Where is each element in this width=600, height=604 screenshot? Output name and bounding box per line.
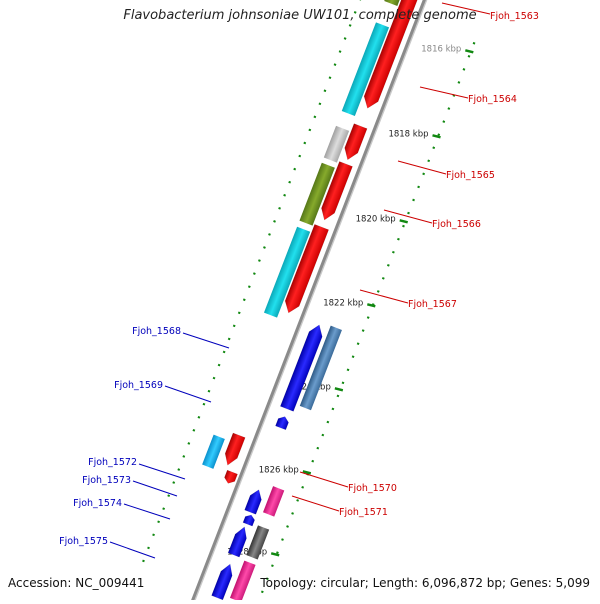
backbone-shadow <box>192 0 428 604</box>
kbp-label: 1818 kbp <box>388 129 428 139</box>
gene-label-forward: Fjoh_1570 <box>348 483 397 494</box>
leader-line-forward <box>397 160 447 175</box>
feature-block-fjoh-1563 <box>384 0 405 7</box>
feature-block-fjoh-1574 <box>246 525 270 560</box>
kbp-label: 1826 kbp <box>259 465 299 475</box>
gene-label-reverse: Fjoh_1568 <box>132 326 181 337</box>
gene-arrow-fjoh-1573 <box>242 514 255 527</box>
gene-arrow-fjoh-1565 <box>344 123 368 161</box>
backbone-line <box>189 0 426 604</box>
feature-block-fjoh-1568 <box>299 325 342 411</box>
feature-block-fjoh-1572 <box>263 486 285 517</box>
leader-line-forward <box>441 2 491 15</box>
gene-label-forward: Fjoh_1567 <box>408 299 457 310</box>
feature-block-fjoh-1564 <box>341 22 390 117</box>
leader-line-forward <box>419 86 469 99</box>
kbp-tick <box>270 552 280 557</box>
gene-label-reverse: Fjoh_1569 <box>114 380 163 391</box>
kbp-label: 1820 kbp <box>356 214 396 224</box>
feature-block-fjoh-1565 <box>323 125 350 163</box>
leader-line-forward <box>299 471 349 488</box>
accession-text: Accession: NC_009441 <box>8 576 145 590</box>
feature-block-fjoh-1567 <box>263 226 311 318</box>
kbp-label: 1822 kbp <box>323 298 363 308</box>
leader-line-reverse <box>164 385 212 403</box>
leader-line-reverse <box>132 480 178 497</box>
gene-label-reverse: Fjoh_1575 <box>59 536 108 547</box>
leader-line-reverse <box>109 541 156 559</box>
map-title: Flavobacterium johnsoniae UW101, complet… <box>123 8 477 23</box>
minor-dotted-track <box>139 0 362 569</box>
feature-block-fjoh-1575 <box>229 560 256 603</box>
leader-line-forward <box>383 209 433 224</box>
gene-arrow-fjoh-1564 <box>363 0 420 109</box>
gene-label-forward: Fjoh_1563 <box>490 11 539 22</box>
kbp-label: 1816 kbp <box>421 44 461 54</box>
gene-label-forward: Fjoh_1565 <box>446 170 495 181</box>
kbp-tick <box>302 470 312 475</box>
gene-arrow-fjoh-1567 <box>284 224 329 314</box>
kbp-tick <box>465 49 474 54</box>
gene-arrow-fjoh-1566 <box>321 161 353 221</box>
gene-label-forward: Fjoh_1571 <box>339 507 388 518</box>
gene-arrow-fjoh-1569 <box>275 416 289 431</box>
gene-arrow-fjoh-1575 <box>211 563 233 601</box>
leader-line-reverse <box>182 332 230 349</box>
gene-arrow-fjoh-1572 <box>244 489 262 515</box>
feature-block-fjoh-1566 <box>299 162 335 226</box>
gene-label-forward: Fjoh_1564 <box>468 94 517 105</box>
gene-arrow-fjoh-1568 <box>280 324 323 412</box>
gene-label-reverse: Fjoh_1574 <box>73 498 122 509</box>
leader-line-forward <box>359 289 409 304</box>
gene-label-forward: Fjoh_1566 <box>432 219 481 230</box>
topology-summary: Topology: circular; Length: 6,096,872 bp… <box>260 576 590 590</box>
kbp-dotted-track <box>256 41 476 604</box>
gene-arrow-fjoh-1571 <box>224 469 238 484</box>
gene-label-reverse: Fjoh_1573 <box>82 475 131 486</box>
kbp-tick <box>334 387 344 392</box>
leader-line-forward <box>291 495 340 512</box>
leader-line-reverse <box>123 503 171 520</box>
leader-line-reverse <box>138 463 186 480</box>
kbp-tick <box>399 219 409 224</box>
kbp-tick <box>366 303 376 308</box>
gene-arrow-fjoh-1570 <box>224 432 246 466</box>
feature-block-fjoh-1570 <box>202 434 225 469</box>
gene-label-reverse: Fjoh_1572 <box>88 457 137 468</box>
gene-arrow-fjoh-1574 <box>227 526 247 558</box>
kbp-label: 1828 kbp <box>227 547 267 557</box>
kbp-tick <box>432 134 441 139</box>
